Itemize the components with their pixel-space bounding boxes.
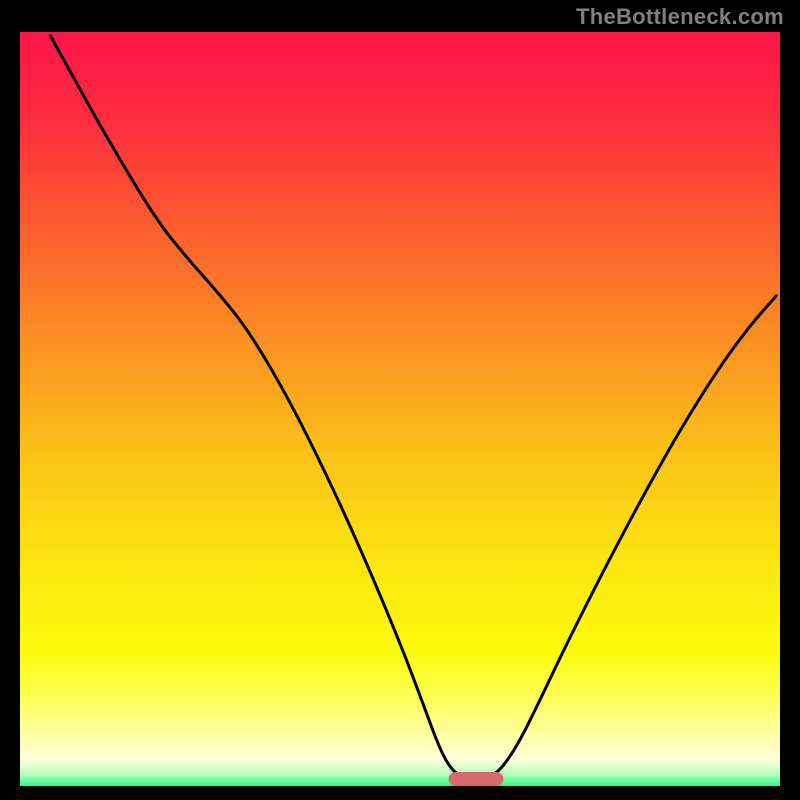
watermark-text: TheBottleneck.com bbox=[576, 4, 784, 30]
optimal-marker-bar bbox=[449, 772, 504, 786]
chart-frame: TheBottleneck.com bbox=[0, 0, 800, 800]
gradient-background bbox=[20, 32, 780, 786]
bottleneck-chart bbox=[20, 32, 780, 786]
plot-area bbox=[20, 32, 780, 786]
